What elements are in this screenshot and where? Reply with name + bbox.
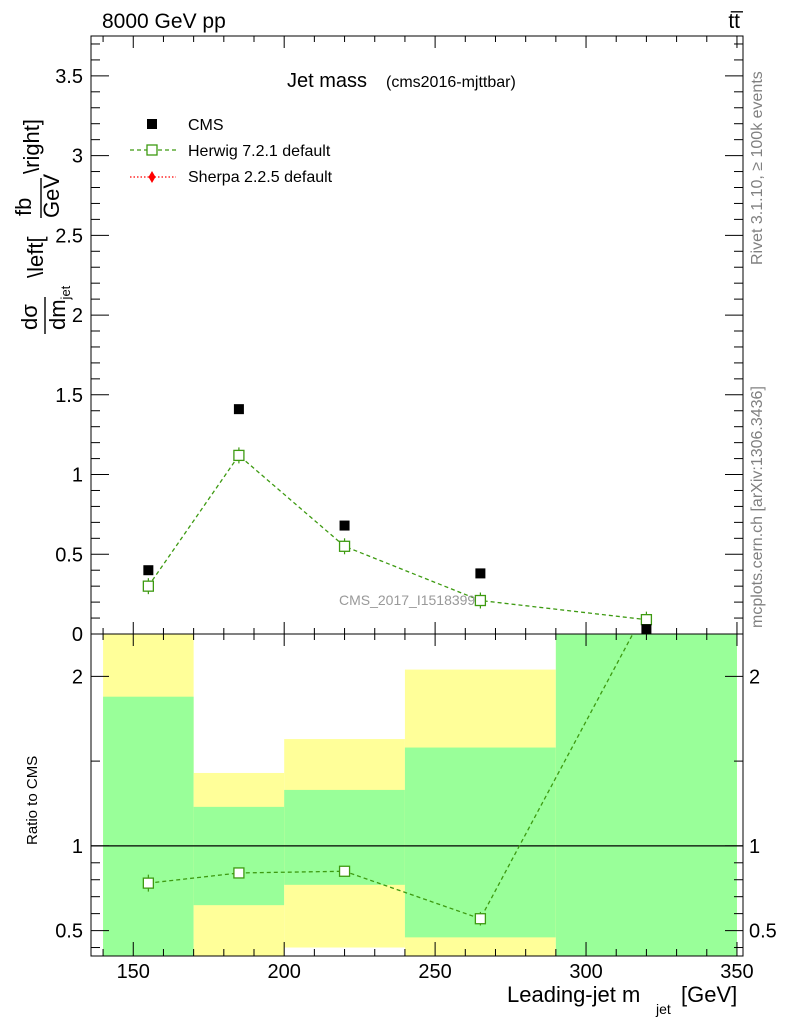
main-ytick-label: 3.5: [55, 66, 83, 88]
ratio-ytick-label: 0.5: [55, 921, 83, 943]
ratio-ytick-label: 1: [72, 836, 83, 858]
ratio-ytick-label: 2: [72, 666, 83, 688]
legend-marker-sherpa: [148, 171, 156, 183]
herwig-line: [147, 454, 647, 621]
cms-point: [475, 568, 486, 579]
legend-label-sherpa: Sherpa 2.2.5 default: [188, 169, 333, 186]
main-ytick-label: 1.5: [55, 385, 83, 407]
ratio-band-inner: [404, 747, 556, 938]
watermark-label: CMS_2017_I1518399: [339, 592, 475, 608]
svg-text:jet: jet: [655, 1001, 671, 1017]
svg-text:Leading-jet m: Leading-jet m: [507, 982, 640, 1007]
ratio-xtick-label: 350: [720, 961, 753, 983]
herwig-point: [233, 449, 245, 462]
ratio-ytick-label-right: 2: [749, 666, 760, 688]
main-subtitle: (cms2016-mjttbar): [386, 74, 516, 91]
ratio-herwig-point: [142, 877, 155, 889]
herwig-point: [338, 540, 351, 552]
ratio-band-inner: [103, 696, 194, 956]
ratio-xtick-label: 300: [569, 961, 602, 983]
main-ylabel: dσ dmjet \left[ fb GeV \right]: [11, 119, 73, 334]
svg-text:\right]: \right]: [19, 119, 44, 174]
legend-label-herwig: Herwig 7.2.1 default: [188, 143, 331, 160]
svg-text:dmjet: dmjet: [45, 285, 73, 330]
herwig-point: [142, 580, 155, 592]
ratio-xtick-label: 250: [418, 961, 451, 983]
main-ytick-label: 1: [72, 465, 83, 487]
svg-text:fb: fb: [11, 198, 36, 216]
header-left-label: 8000 GeV pp: [102, 10, 226, 33]
legend-marker-cms: [147, 119, 157, 129]
main-ytick-label: 0: [72, 624, 83, 646]
rivet-version-label: Rivet 3.1.10, ≥ 100k events: [749, 71, 766, 265]
ratio-herwig-point: [338, 865, 351, 877]
legend-label-cms: CMS: [188, 117, 224, 134]
ratio-panel: 0.5 0.51 12 2 150 200 250 300 350 Ratio to CMS …: [24, 633, 777, 1017]
ratio-xtick-label: 200: [267, 961, 300, 983]
main-ytick-label: 2: [72, 305, 83, 327]
ratio-xlabel: Leading-jet m jet [GeV]: [507, 982, 737, 1017]
herwig-point: [640, 613, 653, 626]
ratio-ytick-label-right: 0.5: [749, 921, 777, 943]
cms-point: [339, 520, 350, 531]
ratio-band-inner: [193, 806, 285, 906]
main-ytick-label: 2.5: [55, 225, 83, 247]
ratio-herwig-point: [233, 867, 245, 879]
ratio-frame: [90, 633, 744, 957]
svg-text:\left[: \left[: [23, 236, 48, 278]
svg-text:[GeV]: [GeV]: [681, 982, 737, 1007]
main-ytick-label: 3: [72, 146, 83, 168]
main-panel: 0 0.5 1 1.5 2 2.5 3 3.5 Jet mass (cms2016-mjttb…: [11, 35, 744, 646]
ratio-ytick-label-right: 1: [749, 836, 760, 858]
cms-point: [233, 404, 244, 415]
ratio-band-inner: [555, 634, 737, 956]
ratio-xtick-label: 150: [117, 961, 150, 983]
svg-text:GeV: GeV: [39, 174, 64, 218]
main-title: Jet mass: [287, 70, 367, 92]
main-ytick-label: 0.5: [55, 544, 83, 566]
header-right-label: tt̅: [728, 10, 744, 33]
mcplots-label: mcplots.cern.ch [arXiv:1306.3436]: [749, 386, 766, 628]
herwig-point: [474, 594, 487, 607]
ratio-herwig-point: [474, 913, 487, 925]
ratio-ylabel: Ratio to CMS: [24, 756, 41, 845]
cms-point: [143, 565, 154, 576]
legend-marker-herwig: [146, 144, 158, 156]
svg-text:dσ: dσ: [17, 304, 42, 330]
legend: CMS Herwig 7.2.1 default Sherpa 2.2.5 de…: [130, 117, 333, 186]
